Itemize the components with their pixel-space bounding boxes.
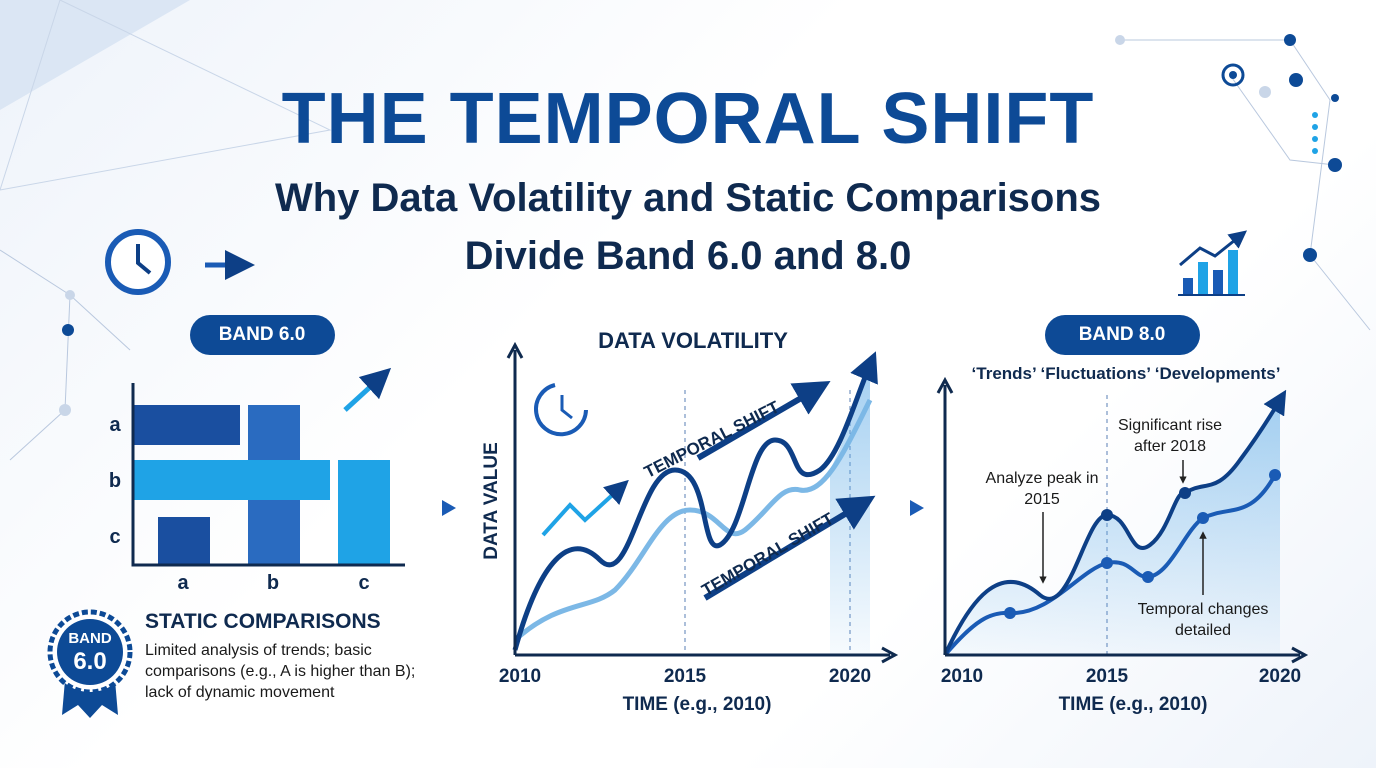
subtitle: Divide Band 6.0 and 8.0 bbox=[464, 234, 912, 278]
annotation: Temporal changes detailed bbox=[1137, 601, 1269, 639]
arrow-icon bbox=[541, 479, 629, 537]
badge bbox=[190, 315, 335, 355]
decor bbox=[0, 0, 332, 191]
x-tick-label: 2015 bbox=[1085, 666, 1129, 687]
x-axis-label: TIME (e.g., 2010) bbox=[622, 694, 772, 715]
badge bbox=[1045, 315, 1200, 355]
row-label: c bbox=[109, 526, 121, 548]
arrow-icon bbox=[343, 367, 392, 412]
ribbon-label: BAND bbox=[68, 630, 112, 647]
axes bbox=[513, 350, 890, 657]
growth-icon bbox=[1178, 230, 1248, 296]
badge-label: BAND 6.0 bbox=[218, 324, 306, 345]
badge-label: BAND 8.0 bbox=[1078, 324, 1166, 345]
axes bbox=[506, 341, 899, 664]
shift-arrow bbox=[703, 495, 876, 601]
x-tick-label: 2010 bbox=[940, 666, 984, 687]
column-label: a bbox=[177, 572, 189, 594]
panel-title: DATA VOLATILITY bbox=[598, 328, 788, 353]
target-icon bbox=[1221, 63, 1245, 87]
points bbox=[1004, 469, 1281, 619]
clock-icon bbox=[534, 383, 588, 437]
description: Limited analysis of trends; basic compar… bbox=[145, 642, 416, 701]
ribbon-label: 6.0 bbox=[73, 648, 107, 675]
area bbox=[945, 400, 1280, 655]
annotation: Analyze peak in 2015 bbox=[985, 470, 1099, 508]
static-bar-chart bbox=[131, 383, 405, 567]
shift-arrow bbox=[696, 380, 831, 461]
x-tick-label: 2010 bbox=[498, 666, 542, 687]
decor bbox=[0, 0, 190, 110]
network-decor bbox=[0, 39, 1371, 461]
curve bbox=[943, 389, 1287, 656]
annotation: Significant rise after 2018 bbox=[1117, 417, 1223, 455]
keywords: ‘Trends’ ‘Fluctuations’ ‘Developments’ bbox=[971, 364, 1281, 383]
ribbon-badge bbox=[47, 609, 133, 718]
x-tick-label: 2020 bbox=[828, 666, 872, 687]
axes bbox=[936, 376, 1309, 664]
column-label: c bbox=[358, 572, 370, 594]
network-dots bbox=[59, 34, 1342, 416]
curve bbox=[513, 398, 873, 642]
clock-icon bbox=[105, 229, 171, 295]
curve bbox=[512, 351, 878, 651]
title: THE TEMPORAL SHIFT bbox=[281, 79, 1095, 159]
x-axis-label: TIME (e.g., 2010) bbox=[1058, 694, 1208, 715]
axes bbox=[943, 385, 1300, 657]
x-tick-label: 2020 bbox=[1258, 666, 1302, 687]
row-label: a bbox=[109, 414, 121, 436]
y-axis-label: DATA VALUE bbox=[481, 442, 502, 560]
heading: STATIC COMPARISONS bbox=[145, 610, 381, 633]
subtitle: Why Data Volatility and Static Compariso… bbox=[274, 176, 1102, 220]
column-label: b bbox=[266, 572, 280, 594]
target-icon bbox=[1229, 71, 1237, 79]
x-tick-label: 2015 bbox=[663, 666, 707, 687]
row-label: b bbox=[108, 470, 122, 492]
